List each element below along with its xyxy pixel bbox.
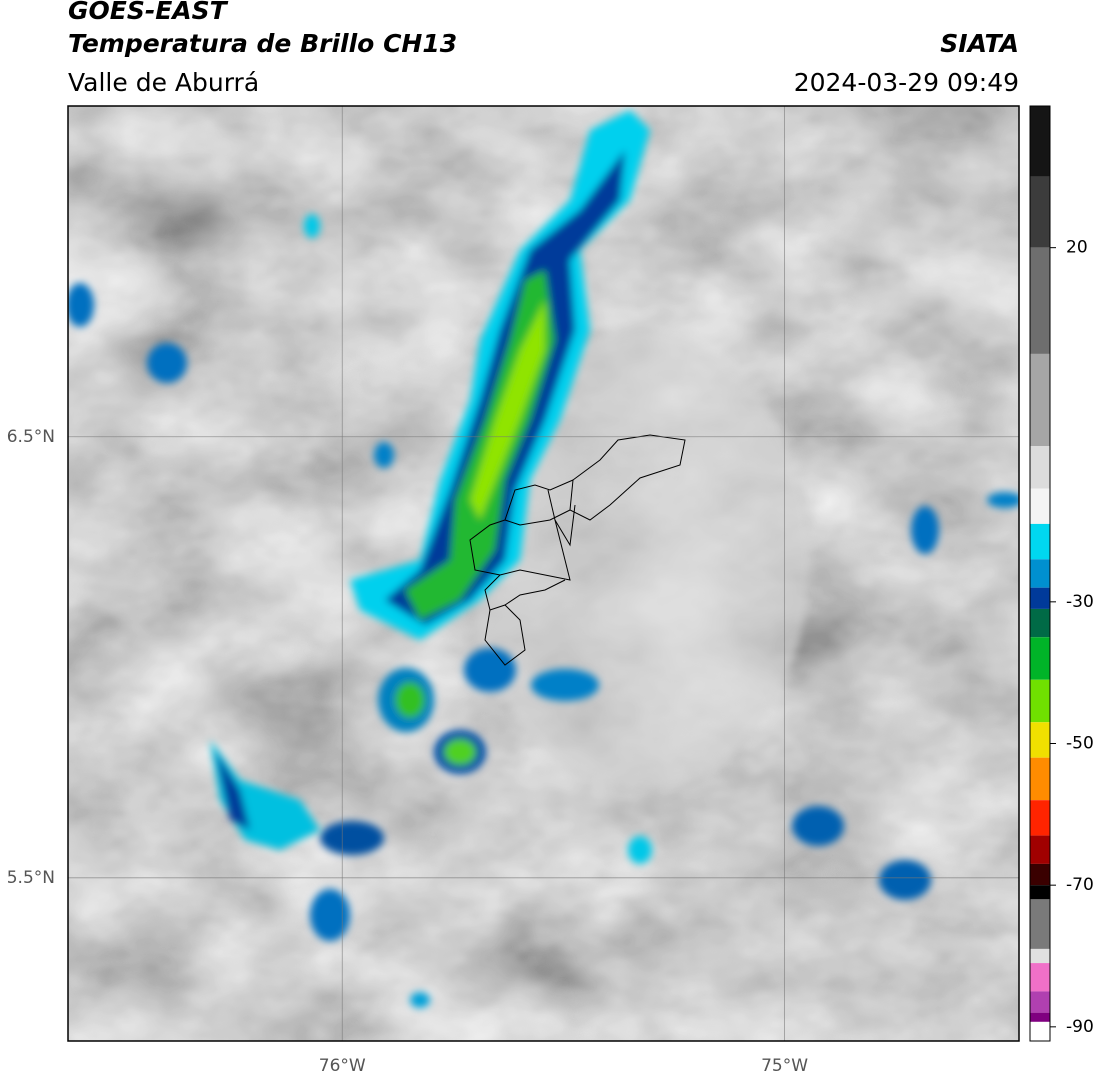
colorbar-segment [1030,899,1050,949]
colorbar-segment [1030,835,1050,864]
region: Valle de Aburrá [68,68,259,97]
map-frame [67,105,1020,1042]
map-image [68,106,1019,1041]
colorbar-segment [1030,523,1050,560]
colorbar-tick-label: -70 [1066,875,1094,895]
colorbar-segment [1030,106,1050,177]
colorbar-segment [1030,991,1050,1013]
y-tick-label: 6.5°N [7,427,55,447]
colorbar-segment [1030,722,1050,758]
colorbar-segment [1030,608,1050,638]
colorbar-segment [1030,800,1050,836]
colorbar-segment [1030,176,1050,248]
colorbar-segment [1030,1021,1050,1041]
colorbar-frame [1029,105,1051,1042]
colorbar-segment [1030,1012,1050,1022]
x-tick-label: 75°W [761,1056,808,1076]
colorbar-segment [1030,679,1050,723]
colorbar-segment [1030,488,1050,524]
title: GOES-EAST [68,0,229,25]
colorbar-segment [1030,559,1050,588]
colorbar-segment [1030,353,1050,446]
colorbar-segment [1030,247,1050,354]
y-tick-label: 5.5°N [7,868,55,888]
colorbar-segment [1030,637,1050,680]
colorbar-segment [1030,963,1050,992]
boundaries [469,434,686,666]
colorbar-tick-label: -50 [1066,734,1094,754]
colorbar-tick-label: -30 [1066,592,1094,612]
colorbar-segment [1030,587,1050,609]
colorbar-segment [1030,948,1050,964]
datetime: 2024-03-29 09:49 [794,68,1019,97]
subtitle: Temperatura de Brillo CH13 [68,29,457,58]
colorbar-tick-label: 20 [1066,238,1088,258]
colorbar-tick-label: -90 [1066,1017,1094,1037]
colorbar-segment [1030,757,1050,801]
colorbar-segment [1030,863,1050,886]
source: SIATA [940,29,1019,58]
colorbar-segment [1030,885,1050,900]
colorbar-segment [1030,446,1050,489]
x-tick-label: 76°W [319,1056,366,1076]
